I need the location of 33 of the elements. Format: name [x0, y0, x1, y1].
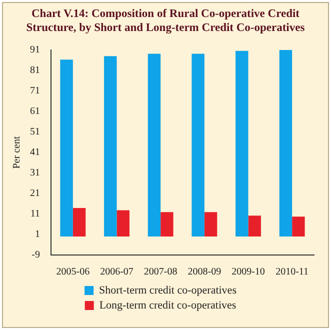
- bar: [60, 60, 73, 237]
- bar: [204, 212, 218, 237]
- y-tick-label: 21: [30, 188, 40, 200]
- y-tick-label: 31: [30, 168, 40, 179]
- bar: [279, 50, 292, 237]
- bar: [104, 56, 117, 237]
- x-tick-label: 2007-08: [144, 266, 178, 278]
- y-tick-label: 51: [30, 126, 40, 138]
- y-tick-label: 1: [35, 229, 40, 240]
- y-tick-label: 91: [30, 44, 40, 56]
- y-tick-label: 41: [30, 147, 40, 158]
- bar: [160, 212, 174, 237]
- bar: [236, 50, 248, 237]
- y-tick-label: 71: [30, 86, 40, 97]
- y-tick-label: 11: [30, 208, 40, 220]
- bar: [148, 54, 161, 237]
- x-tick-label: 2008-09: [188, 266, 222, 278]
- x-tick-label: 2010-11: [276, 266, 309, 278]
- bar: [192, 54, 204, 237]
- bar: [248, 216, 261, 237]
- chart-title: Chart V.14: Composition of Rural Co-operative Credit Structure, by Short and Long-term Credit Co-operatives: [25, 7, 306, 35]
- legend-label: Long-term credit co-operatives: [99, 299, 236, 312]
- x-tick-label: 2005-06: [56, 266, 90, 278]
- x-tick-label: 2009-10: [232, 266, 265, 278]
- y-tick-label: 81: [30, 65, 40, 76]
- legend-label: Short-term credit co-operatives: [99, 284, 236, 296]
- bar: [116, 210, 130, 237]
- y-axis-title: Per cent: [12, 136, 23, 169]
- bar: [292, 216, 305, 237]
- bar: [72, 208, 86, 237]
- y-tick-label: -9: [32, 250, 40, 261]
- x-tick-label: 2006-07: [100, 266, 134, 278]
- y-tick-label: 61: [30, 106, 40, 118]
